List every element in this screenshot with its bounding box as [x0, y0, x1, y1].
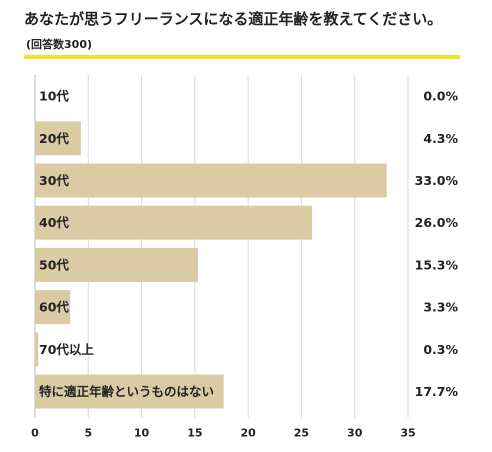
- bar: [35, 121, 81, 156]
- value-label: 15.3%: [415, 257, 459, 272]
- bar: [35, 247, 199, 282]
- value-label: 0.3%: [423, 342, 458, 357]
- value-label: 33.0%: [415, 173, 459, 188]
- bar: [35, 205, 313, 240]
- bar: [35, 332, 39, 367]
- x-tick-label: 30: [347, 427, 363, 440]
- category-label: 70代以上: [39, 342, 94, 357]
- category-label: 30代: [39, 173, 69, 188]
- category-label: 60代: [39, 300, 69, 315]
- x-tick-label: 15: [187, 427, 202, 440]
- value-label: 0.0%: [423, 89, 458, 104]
- x-tick-label: 20: [240, 427, 256, 440]
- bar: [35, 374, 224, 409]
- value-label: 3.3%: [423, 300, 458, 315]
- x-tick-label: 0: [31, 427, 39, 440]
- labels: 0 5 10 15 20 25 30 35 10代 0.0% 20代 4.3% 30代 33.0% 40代 2…: [31, 89, 458, 440]
- category-label: 特に適正年齢というものはない: [39, 384, 214, 399]
- chart-title: あなたが思うフリーランスになる適正年齢を教えてください。: [24, 10, 443, 28]
- x-tick-label: 10: [134, 427, 150, 440]
- category-label: 40代: [39, 215, 69, 230]
- value-label: 17.7%: [415, 384, 459, 399]
- x-tick-label: 25: [294, 427, 309, 440]
- category-label: 20代: [39, 131, 69, 146]
- bar: [35, 163, 387, 198]
- bar: [35, 290, 71, 325]
- x-tick-label: 35: [400, 427, 415, 440]
- x-tick-label: 5: [84, 427, 92, 440]
- bars: [35, 121, 387, 409]
- value-label: 26.0%: [415, 215, 459, 230]
- value-label: 4.3%: [423, 131, 458, 146]
- category-label: 10代: [39, 89, 69, 104]
- category-label: 50代: [39, 257, 69, 272]
- grid-lines: [34, 75, 409, 418]
- chart-subtitle: (回答数300): [26, 38, 93, 51]
- title-underline: [24, 55, 460, 59]
